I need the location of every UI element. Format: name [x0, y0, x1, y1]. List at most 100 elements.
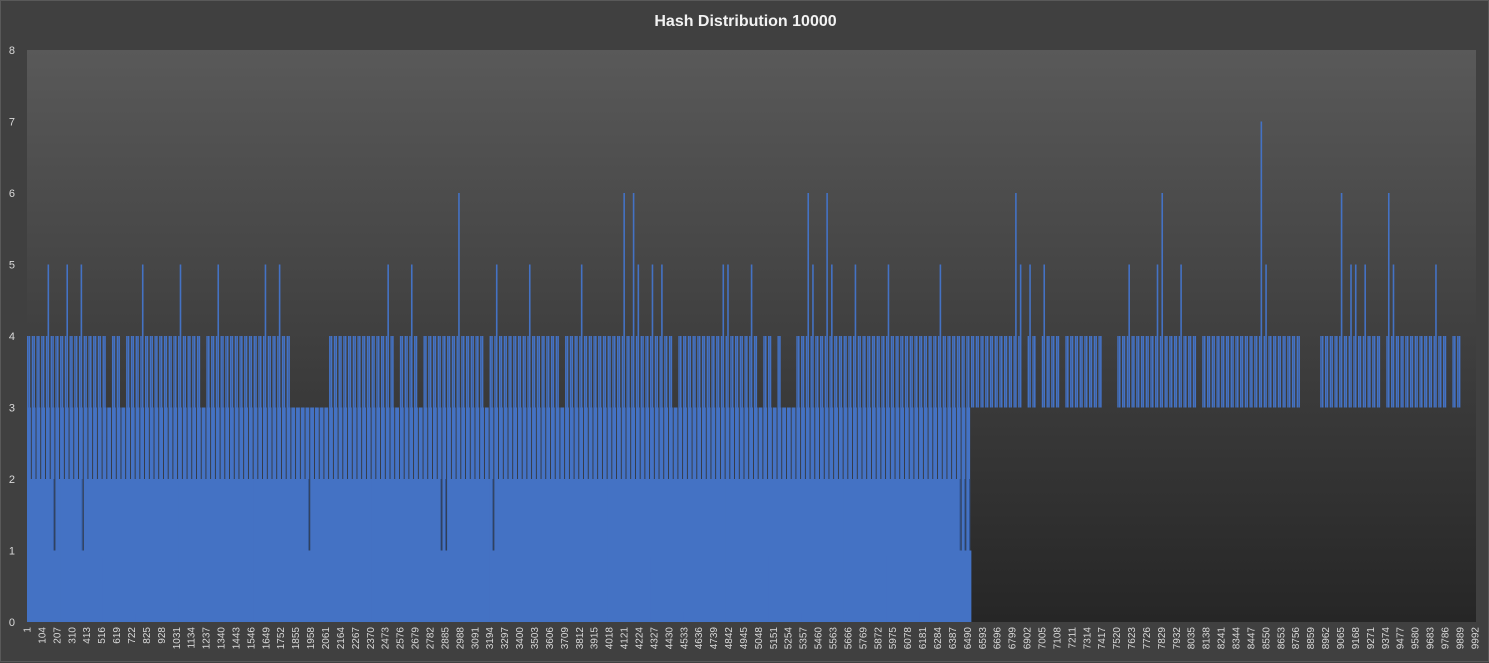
bar: [876, 336, 878, 408]
bar: [498, 407, 503, 479]
bar: [291, 479, 297, 622]
bar: [41, 336, 43, 408]
bar: [1263, 336, 1266, 408]
bar: [310, 479, 316, 622]
bar: [664, 407, 669, 479]
x-tick-label: 2164: [336, 627, 347, 650]
bar: [1019, 264, 1022, 408]
bar: [173, 407, 178, 479]
bar: [692, 407, 697, 479]
bar: [964, 479, 966, 551]
bar: [1156, 264, 1159, 408]
bar: [1180, 264, 1182, 408]
bar: [701, 336, 704, 408]
bar: [645, 479, 651, 622]
bar: [211, 479, 217, 622]
bar: [791, 407, 796, 479]
bar: [819, 407, 824, 479]
bar: [437, 407, 442, 551]
bar: [646, 336, 649, 408]
bar: [744, 407, 749, 479]
x-tick-label: 1958: [306, 627, 317, 650]
bar: [904, 479, 911, 622]
bar: [366, 407, 371, 479]
bar: [159, 407, 164, 479]
bar: [555, 479, 561, 622]
bar: [1178, 336, 1181, 408]
bar: [262, 336, 265, 408]
bar: [1279, 336, 1282, 408]
bar: [61, 336, 64, 408]
bar: [642, 336, 644, 408]
bar: [934, 336, 937, 408]
bar: [720, 479, 726, 622]
bar: [154, 479, 160, 622]
bar: [886, 479, 892, 622]
bar: [286, 479, 292, 622]
bar: [541, 407, 546, 479]
bar: [456, 479, 462, 622]
bar: [522, 479, 528, 622]
bar: [687, 407, 692, 479]
bar: [222, 336, 224, 408]
bar: [819, 336, 822, 408]
x-tick-label: 6284: [933, 627, 944, 650]
bar: [843, 336, 845, 408]
bar: [1095, 336, 1097, 408]
bar: [140, 336, 142, 408]
bar: [631, 407, 636, 479]
bar: [890, 407, 895, 479]
bar: [225, 479, 231, 622]
bar: [871, 336, 874, 408]
bar: [423, 407, 428, 479]
bar: [1373, 336, 1376, 408]
bar: [1424, 336, 1426, 408]
bar: [739, 407, 744, 479]
bar: [498, 336, 501, 408]
bar: [1296, 336, 1299, 408]
bar: [1284, 336, 1286, 408]
x-tick-label: 6387: [948, 627, 959, 650]
bar: [428, 407, 433, 479]
bar: [174, 336, 177, 408]
bar: [217, 264, 220, 408]
bar: [41, 479, 47, 622]
bar: [1343, 336, 1346, 408]
bar: [1194, 336, 1197, 408]
bar: [1329, 336, 1332, 408]
bar: [961, 407, 966, 551]
bar: [329, 336, 331, 408]
bar: [708, 336, 710, 408]
bar: [602, 336, 605, 408]
bar: [637, 264, 640, 408]
bar: [1411, 336, 1414, 408]
bar: [772, 479, 778, 622]
bar: [1458, 336, 1461, 408]
bar: [1147, 336, 1149, 408]
bar: [41, 407, 46, 479]
bar: [650, 479, 656, 622]
bar: [163, 407, 168, 479]
bar: [267, 407, 272, 479]
bar: [555, 336, 558, 408]
bar: [977, 336, 979, 408]
bar: [481, 336, 484, 408]
bar: [890, 336, 893, 408]
x-tick-label: 7520: [1112, 627, 1123, 650]
bar: [215, 336, 218, 408]
bar: [895, 336, 897, 408]
bar: [130, 336, 133, 408]
bar: [598, 336, 600, 408]
bar: [959, 479, 961, 551]
bar: [310, 407, 315, 479]
bar: [683, 336, 685, 408]
bar: [380, 336, 383, 408]
bar: [445, 479, 447, 551]
bar: [281, 336, 284, 408]
bar: [368, 336, 371, 408]
bar: [1161, 193, 1164, 408]
bar: [357, 407, 362, 479]
bar: [83, 336, 86, 408]
bar: [406, 336, 408, 408]
